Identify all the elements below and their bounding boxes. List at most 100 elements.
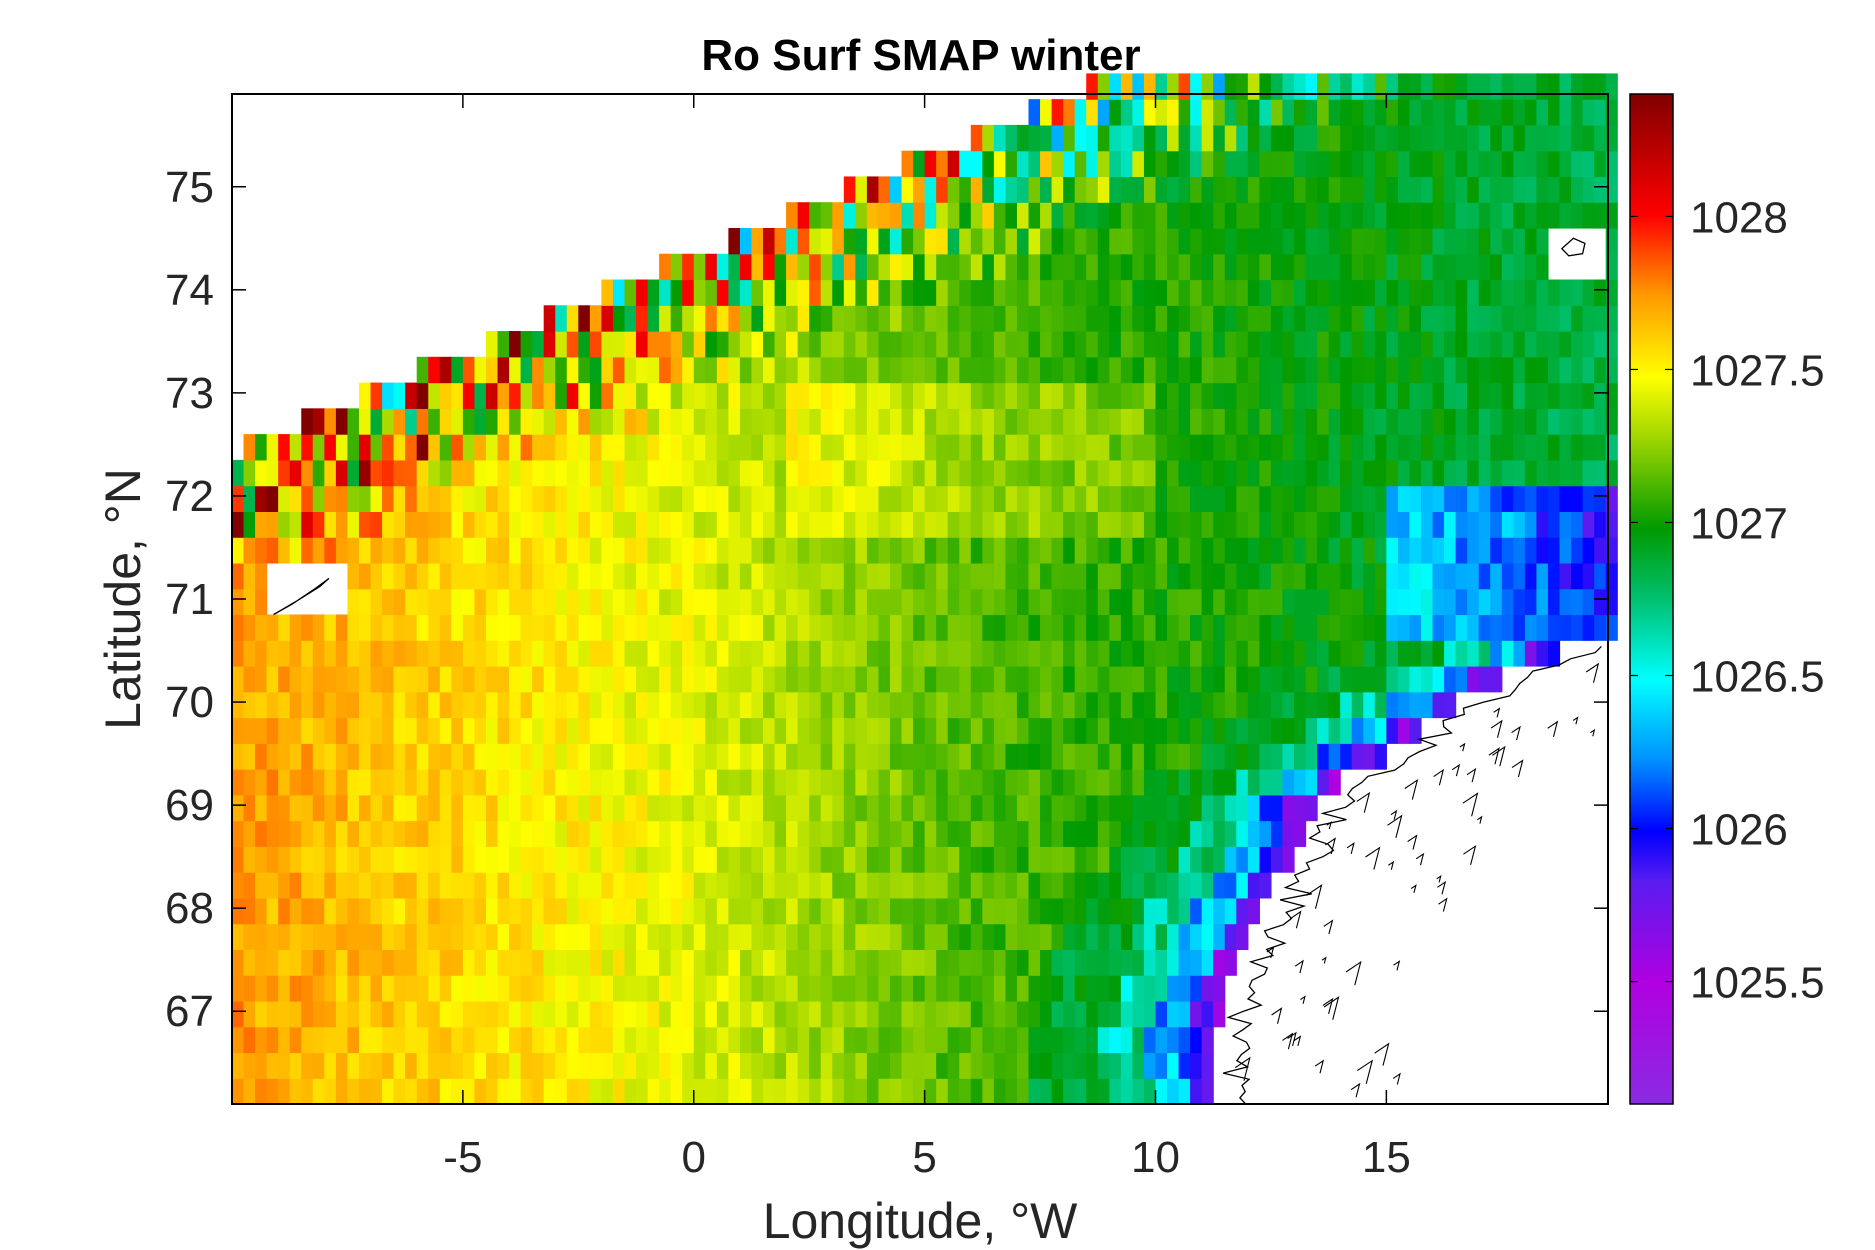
- heatmap-cell: [775, 743, 787, 769]
- heatmap-cell: [578, 1052, 590, 1078]
- heatmap-cell: [1583, 614, 1595, 640]
- heatmap-cell: [371, 434, 383, 460]
- heatmap-cell: [1571, 331, 1583, 357]
- heatmap-cell: [925, 202, 937, 228]
- heatmap-cell: [624, 357, 636, 383]
- heatmap-cell: [1306, 228, 1318, 254]
- heatmap-cell: [394, 949, 406, 975]
- heatmap-cell: [521, 640, 533, 666]
- heatmap-cell: [982, 254, 994, 280]
- heatmap-cell: [347, 563, 359, 589]
- heatmap-cell: [428, 563, 440, 589]
- heatmap-cell: [613, 898, 625, 924]
- heatmap-cell: [1306, 511, 1318, 537]
- heatmap-cell: [971, 614, 983, 640]
- heatmap-cell: [890, 666, 902, 692]
- heatmap-cell: [474, 898, 486, 924]
- heatmap-cell: [601, 821, 613, 847]
- heatmap-cell: [1190, 1078, 1202, 1104]
- heatmap-cell: [1167, 537, 1179, 563]
- heatmap-cell: [798, 1027, 810, 1053]
- heatmap-cell: [832, 666, 844, 692]
- heatmap-cell: [821, 872, 833, 898]
- heatmap-cell: [1098, 280, 1110, 306]
- heatmap-cell: [1248, 872, 1260, 898]
- heatmap-cell: [1144, 1078, 1156, 1104]
- heatmap-cell: [740, 280, 752, 306]
- y-tick-label: 69: [165, 781, 214, 830]
- heatmap-cell: [682, 331, 694, 357]
- heatmap-cell: [890, 408, 902, 434]
- heatmap-cell: [347, 821, 359, 847]
- heatmap-cell: [959, 228, 971, 254]
- heatmap-cell: [902, 563, 914, 589]
- heatmap-cell: [1525, 383, 1537, 409]
- heatmap-cell: [1329, 614, 1341, 640]
- heatmap-cell: [1029, 898, 1041, 924]
- heatmap-cell: [1236, 176, 1248, 202]
- heatmap-cell: [440, 846, 452, 872]
- heatmap-cell: [359, 434, 371, 460]
- heatmap-cell: [1144, 99, 1156, 125]
- heatmap-cell: [324, 975, 336, 1001]
- heatmap-cell: [1317, 460, 1329, 486]
- heatmap-cell: [601, 537, 613, 563]
- heatmap-cell: [1386, 202, 1398, 228]
- heatmap-cell: [1386, 614, 1398, 640]
- heatmap-cell: [1063, 589, 1075, 615]
- heatmap-cell: [498, 743, 510, 769]
- heatmap-cell: [1594, 589, 1606, 615]
- heatmap-cell: [867, 924, 879, 950]
- heatmap-cell: [913, 743, 925, 769]
- heatmap-cell: [994, 254, 1006, 280]
- colorbar: [1630, 94, 1673, 1104]
- heatmap-cell: [244, 537, 256, 563]
- heatmap-cell: [821, 434, 833, 460]
- heatmap-cell: [324, 872, 336, 898]
- heatmap-cell: [705, 640, 717, 666]
- heatmap-cell: [1213, 872, 1225, 898]
- heatmap-cell: [1236, 692, 1248, 718]
- heatmap-cell: [1144, 949, 1156, 975]
- heatmap-cell: [578, 614, 590, 640]
- heatmap-cell: [1005, 125, 1017, 151]
- heatmap-cell: [1236, 151, 1248, 177]
- heatmap-cell: [232, 1078, 244, 1104]
- heatmap-cell: [890, 898, 902, 924]
- heatmap-cell: [1340, 331, 1352, 357]
- heatmap-cell: [1329, 151, 1341, 177]
- heatmap-cell: [1236, 537, 1248, 563]
- heatmap-cell: [486, 383, 498, 409]
- heatmap-cell: [521, 1027, 533, 1053]
- heatmap-cell: [578, 383, 590, 409]
- y-tick-label: 73: [165, 369, 214, 418]
- heatmap-cell: [1548, 280, 1560, 306]
- heatmap-cell: [486, 563, 498, 589]
- heatmap-cell: [751, 589, 763, 615]
- heatmap-cell: [936, 460, 948, 486]
- heatmap-cell: [1202, 511, 1214, 537]
- heatmap-cell: [1086, 254, 1098, 280]
- heatmap-cell: [255, 795, 267, 821]
- heatmap-cell: [313, 769, 325, 795]
- heatmap-cell: [925, 640, 937, 666]
- heatmap-cell: [1329, 537, 1341, 563]
- heatmap-cell: [371, 486, 383, 512]
- heatmap-cell: [1052, 254, 1064, 280]
- heatmap-cell: [1271, 202, 1283, 228]
- heatmap-cell: [1594, 73, 1606, 99]
- heatmap-cell: [740, 434, 752, 460]
- heatmap-cell: [902, 692, 914, 718]
- heatmap-cell: [786, 872, 798, 898]
- heatmap-cell: [1248, 357, 1260, 383]
- heatmap-cell: [694, 614, 706, 640]
- heatmap-cell: [705, 1078, 717, 1104]
- heatmap-cell: [428, 1052, 440, 1078]
- heatmap-cell: [1433, 563, 1445, 589]
- heatmap-cell: [913, 331, 925, 357]
- heatmap-cell: [567, 692, 579, 718]
- heatmap-cell: [555, 331, 567, 357]
- heatmap-cell: [1086, 176, 1098, 202]
- heatmap-cell: [1075, 1001, 1087, 1027]
- heatmap-cell: [1386, 718, 1398, 744]
